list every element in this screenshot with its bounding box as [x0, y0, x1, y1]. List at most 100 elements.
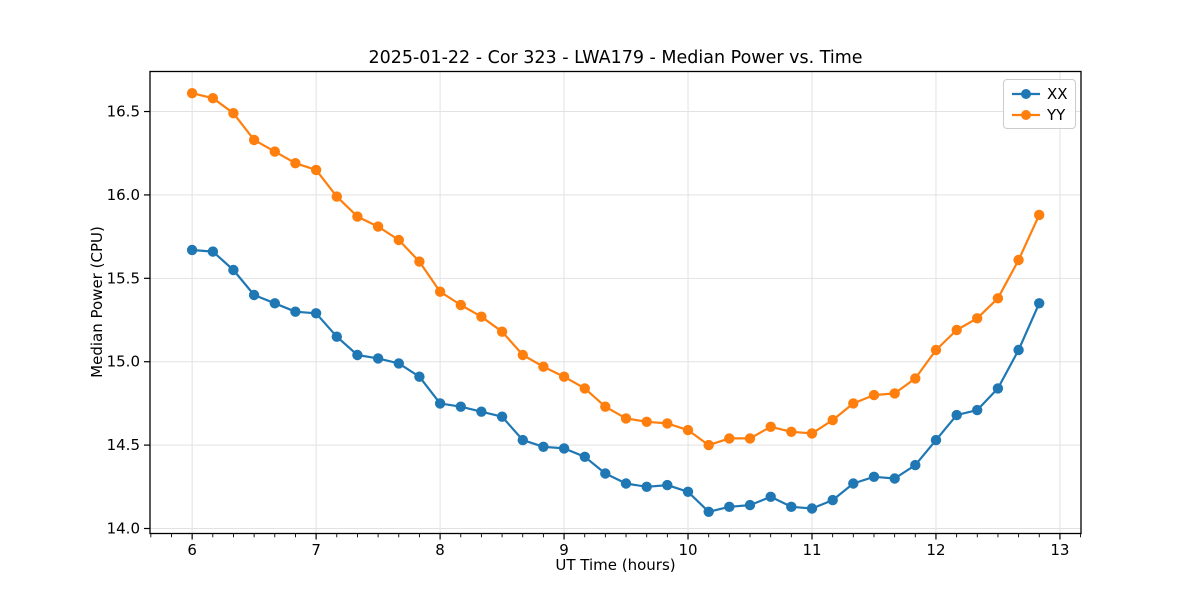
data-point-marker [827, 414, 838, 426]
data-point-marker [269, 146, 280, 157]
data-point-marker [496, 326, 508, 337]
data-point-marker [682, 424, 694, 436]
data-point-marker [724, 433, 735, 444]
data-point-marker [248, 134, 260, 146]
data-point-marker [352, 211, 363, 222]
data-point-marker [744, 433, 756, 444]
data-point-marker [290, 158, 301, 169]
data-point-marker [186, 88, 198, 99]
data-point-marker [434, 398, 446, 409]
data-point-marker [620, 413, 632, 424]
data-point-marker [662, 479, 673, 491]
data-point-marker [786, 426, 797, 437]
data-point-marker [703, 439, 714, 451]
data-point-marker [538, 361, 549, 372]
data-point-marker [1013, 344, 1024, 356]
data-point-marker [868, 389, 880, 401]
data-point-marker [910, 459, 921, 471]
data-point-marker [930, 434, 942, 446]
data-point-marker [207, 246, 219, 257]
data-point-marker [248, 289, 260, 301]
data-point-marker [393, 358, 404, 369]
y-tick-label: 15.5 [107, 269, 140, 287]
data-point-marker [228, 108, 239, 119]
data-point-marker [579, 383, 590, 394]
data-point-marker [827, 494, 838, 506]
data-point-marker [414, 256, 425, 267]
series-yy [186, 88, 1045, 451]
data-point-marker [972, 313, 983, 324]
data-point-marker [848, 398, 859, 409]
x-axis-label: UT Time (hours) [555, 556, 676, 574]
legend-swatch-yy-icon [1012, 109, 1040, 120]
data-point-marker [951, 409, 962, 421]
x-tick-label: 6 [187, 541, 197, 559]
data-point-marker [455, 401, 466, 412]
gridlines [150, 71, 1081, 534]
series-line [191, 92, 1041, 447]
data-point-marker [269, 298, 280, 309]
data-point-marker [620, 478, 632, 489]
legend-label-xx: XX [1047, 84, 1068, 103]
data-point-marker [538, 441, 549, 452]
data-point-marker [290, 306, 301, 317]
data-point-marker [930, 344, 942, 356]
data-point-marker [414, 371, 425, 382]
data-point-marker [951, 324, 962, 336]
data-point-marker [910, 373, 921, 384]
legend-swatch-xx-icon [1012, 88, 1040, 99]
data-point-marker [662, 418, 673, 429]
data-point-marker [372, 353, 384, 364]
legend-item-xx: XX [1011, 84, 1068, 103]
data-point-marker [1034, 209, 1045, 221]
data-point-marker [765, 491, 776, 502]
data-point-marker [641, 416, 652, 427]
series-xx [186, 244, 1045, 517]
legend: XX YY [1003, 79, 1076, 129]
data-point-marker [186, 244, 198, 256]
data-point-marker [992, 383, 1004, 394]
data-point-marker [600, 401, 611, 412]
x-tick-label: 7 [311, 541, 321, 559]
data-point-marker [434, 286, 446, 297]
y-tick-label: 14.5 [107, 436, 140, 454]
data-point-marker [1034, 298, 1045, 309]
y-tick-label: 16.0 [107, 186, 140, 204]
data-point-marker [517, 434, 528, 446]
x-tick-label: 12 [926, 541, 945, 559]
x-tick-label: 9 [559, 541, 569, 559]
data-point-marker [310, 164, 322, 176]
plot-border [149, 70, 1082, 535]
data-point-marker [228, 264, 239, 276]
data-point-marker [331, 331, 342, 342]
legend-label-yy: YY [1047, 105, 1066, 124]
y-tick-label: 15.0 [107, 353, 140, 371]
x-tick-label: 11 [802, 541, 821, 559]
data-point-marker [889, 473, 900, 484]
data-point-marker [724, 501, 735, 512]
data-point-marker [641, 481, 652, 492]
data-point-marker [579, 451, 590, 462]
y-axis-label: Median Power (CPU) [88, 226, 106, 378]
data-point-marker [806, 428, 818, 439]
data-point-marker [558, 443, 570, 454]
data-point-marker [868, 471, 880, 482]
data-point-marker [682, 486, 694, 497]
chart-title: 2025-01-22 - Cor 323 - LWA179 - Median P… [368, 48, 863, 68]
data-point-marker [455, 299, 466, 311]
data-point-marker [517, 349, 528, 361]
x-tick-label: 13 [1050, 541, 1069, 559]
data-point-marker [310, 308, 322, 319]
data-point-marker [372, 221, 384, 232]
data-point-marker [848, 478, 859, 489]
x-tick-label: 10 [678, 541, 697, 559]
data-point-marker [744, 499, 756, 511]
y-tick-label: 16.5 [107, 103, 140, 121]
data-point-marker [331, 191, 342, 202]
data-point-marker [393, 234, 404, 246]
data-point-marker [207, 93, 219, 104]
data-point-marker [1013, 254, 1024, 266]
data-point-marker [496, 411, 508, 422]
x-tick-label: 8 [435, 541, 445, 559]
